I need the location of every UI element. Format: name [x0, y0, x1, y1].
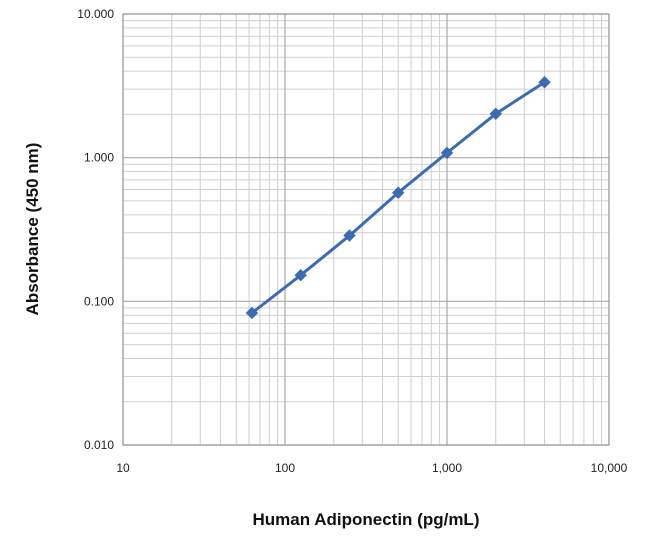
data-point-marker	[343, 229, 356, 242]
x-axis-title: Human Adiponectin (pg/mL)	[253, 510, 480, 529]
y-tick-label: 1.000	[84, 151, 114, 165]
y-tick-label: 10.000	[77, 7, 114, 21]
y-axis-title: Absorbance (450 nm)	[23, 143, 42, 316]
data-point-marker	[392, 186, 405, 199]
y-tick-label: 0.010	[84, 438, 114, 452]
data-point-marker	[245, 306, 259, 320]
data-point-marker	[294, 269, 307, 282]
x-axis-tick-labels: 10 100 1,000 10,000	[116, 461, 627, 475]
x-tick-label: 1,000	[432, 461, 462, 475]
plot-area	[123, 14, 609, 445]
x-tick-label: 10,000	[591, 461, 628, 475]
data-point-marker	[538, 76, 551, 89]
minor-gridlines	[123, 14, 609, 445]
y-axis-tick-labels: 0.010 0.100 1.000 10.000	[77, 7, 114, 452]
plot-frame	[122, 13, 610, 446]
x-tick-label: 100	[275, 461, 295, 475]
y-tick-label: 0.100	[84, 294, 114, 308]
x-tick-label: 10	[116, 461, 130, 475]
data-point-marker	[440, 146, 454, 160]
data-point-marker	[489, 107, 502, 121]
series-layer	[245, 76, 551, 320]
